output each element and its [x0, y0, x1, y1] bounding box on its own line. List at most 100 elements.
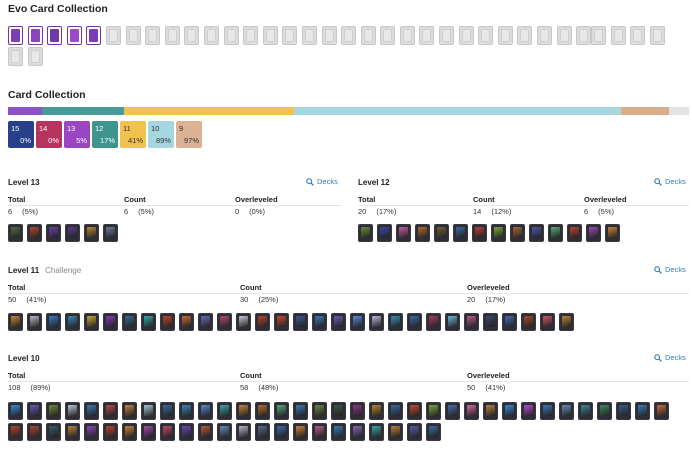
card-icon[interactable]	[27, 423, 42, 441]
card-icon[interactable]	[255, 313, 270, 331]
card-icon[interactable]	[559, 402, 574, 420]
decks-link-l13[interactable]: Decks	[306, 177, 338, 186]
evo-card-locked[interactable]	[145, 26, 161, 45]
card-icon[interactable]	[46, 423, 61, 441]
evo-card-locked[interactable]	[164, 26, 180, 45]
card-icon[interactable]	[331, 313, 346, 331]
card-icon[interactable]	[540, 313, 555, 331]
evo-card-locked[interactable]	[301, 26, 317, 45]
card-icon[interactable]	[464, 402, 479, 420]
card-icon[interactable]	[521, 402, 536, 420]
card-icon[interactable]	[510, 224, 525, 242]
card-icon[interactable]	[84, 423, 99, 441]
level-tile[interactable]: 10 89%	[148, 121, 174, 148]
card-icon[interactable]	[293, 423, 308, 441]
card-icon[interactable]	[8, 402, 23, 420]
level-tile[interactable]: 14 0%	[36, 121, 62, 148]
evo-card-locked[interactable]	[399, 26, 415, 45]
card-icon[interactable]	[388, 402, 403, 420]
evo-card-locked[interactable]	[360, 26, 376, 45]
evo-card-locked[interactable]	[223, 26, 239, 45]
card-icon[interactable]	[453, 224, 468, 242]
card-icon[interactable]	[198, 402, 213, 420]
card-icon[interactable]	[103, 402, 118, 420]
card-icon[interactable]	[141, 423, 156, 441]
card-icon[interactable]	[84, 402, 99, 420]
card-icon[interactable]	[84, 224, 99, 242]
card-icon[interactable]	[217, 402, 232, 420]
card-icon[interactable]	[274, 423, 289, 441]
card-icon[interactable]	[27, 224, 42, 242]
card-icon[interactable]	[141, 313, 156, 331]
evo-card-locked[interactable]	[537, 26, 553, 45]
card-icon[interactable]	[236, 402, 251, 420]
card-icon[interactable]	[586, 224, 601, 242]
card-icon[interactable]	[27, 402, 42, 420]
card-icon[interactable]	[472, 224, 487, 242]
card-icon[interactable]	[65, 423, 80, 441]
evo-card-locked[interactable]	[262, 26, 278, 45]
evo-card-locked[interactable]	[203, 26, 219, 45]
card-icon[interactable]	[46, 313, 61, 331]
evo-card-locked[interactable]	[341, 26, 357, 45]
card-icon[interactable]	[578, 402, 593, 420]
evo-card-locked[interactable]	[556, 26, 572, 45]
card-icon[interactable]	[141, 402, 156, 420]
card-icon[interactable]	[483, 313, 498, 331]
card-icon[interactable]	[331, 423, 346, 441]
evo-card-owned[interactable]	[86, 26, 102, 45]
evo-card-locked[interactable]	[650, 26, 665, 45]
level-tile[interactable]: 13 5%	[64, 121, 90, 148]
card-icon[interactable]	[179, 423, 194, 441]
card-icon[interactable]	[217, 423, 232, 441]
card-icon[interactable]	[377, 224, 392, 242]
decks-link-l12[interactable]: Decks	[654, 177, 686, 186]
card-icon[interactable]	[217, 313, 232, 331]
card-icon[interactable]	[502, 313, 517, 331]
evo-card-locked[interactable]	[27, 47, 43, 66]
level-tile[interactable]: 15 0%	[8, 121, 34, 148]
card-icon[interactable]	[654, 402, 669, 420]
evo-card-locked[interactable]	[439, 26, 455, 45]
level-tile[interactable]: 11 41%	[120, 121, 146, 148]
card-icon[interactable]	[331, 402, 346, 420]
card-icon[interactable]	[122, 402, 137, 420]
card-icon[interactable]	[445, 402, 460, 420]
card-icon[interactable]	[407, 423, 422, 441]
card-icon[interactable]	[160, 402, 175, 420]
card-icon[interactable]	[8, 313, 23, 331]
card-icon[interactable]	[274, 402, 289, 420]
card-icon[interactable]	[415, 224, 430, 242]
card-icon[interactable]	[312, 402, 327, 420]
card-icon[interactable]	[540, 402, 555, 420]
evo-card-locked[interactable]	[380, 26, 396, 45]
evo-card-locked[interactable]	[576, 26, 592, 45]
card-icon[interactable]	[236, 423, 251, 441]
card-icon[interactable]	[350, 423, 365, 441]
card-icon[interactable]	[426, 313, 441, 331]
card-icon[interactable]	[559, 313, 574, 331]
evo-card-owned[interactable]	[47, 26, 63, 45]
evo-card-locked[interactable]	[419, 26, 435, 45]
level-tile[interactable]: 12 17%	[92, 121, 118, 148]
card-icon[interactable]	[635, 402, 650, 420]
card-icon[interactable]	[293, 402, 308, 420]
card-icon[interactable]	[46, 224, 61, 242]
card-icon[interactable]	[312, 423, 327, 441]
card-icon[interactable]	[521, 313, 536, 331]
decks-link-l10[interactable]: Decks	[654, 353, 686, 362]
card-icon[interactable]	[103, 224, 118, 242]
card-icon[interactable]	[160, 423, 175, 441]
card-icon[interactable]	[464, 313, 479, 331]
card-icon[interactable]	[27, 313, 42, 331]
card-icon[interactable]	[445, 313, 460, 331]
card-icon[interactable]	[597, 402, 612, 420]
card-icon[interactable]	[407, 313, 422, 331]
card-icon[interactable]	[350, 402, 365, 420]
card-icon[interactable]	[434, 224, 449, 242]
card-icon[interactable]	[369, 402, 384, 420]
card-icon[interactable]	[255, 423, 270, 441]
card-icon[interactable]	[8, 224, 23, 242]
card-icon[interactable]	[236, 313, 251, 331]
card-icon[interactable]	[529, 224, 544, 242]
